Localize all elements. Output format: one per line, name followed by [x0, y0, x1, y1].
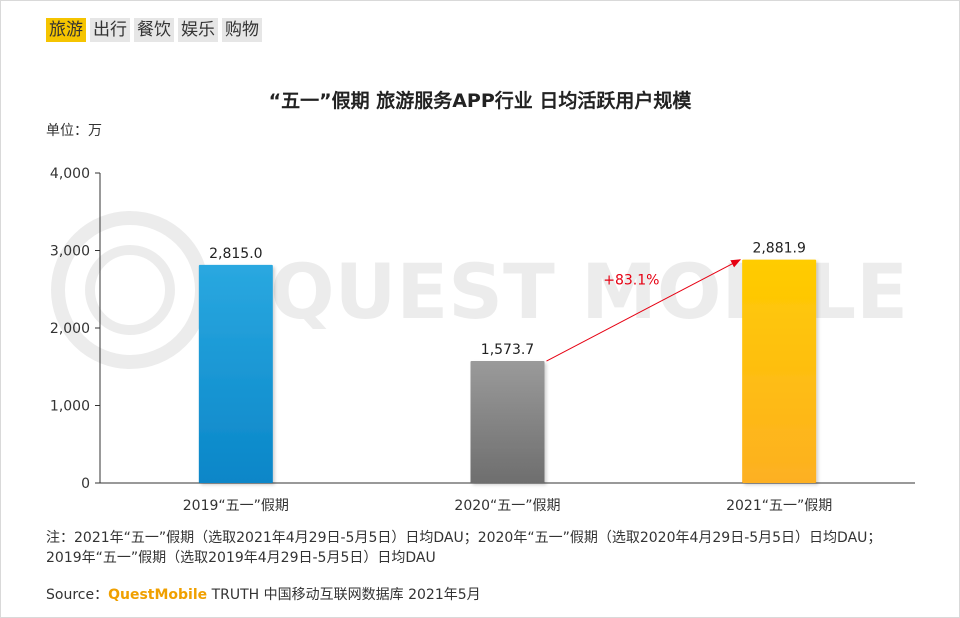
growth-label: +83.1% — [603, 272, 659, 288]
unit-label: 单位：万 — [46, 123, 102, 139]
source-rest: TRUTH 中国移动互联网数据库 2021年5月 — [207, 587, 481, 603]
y-tick-label: 2,000 — [50, 321, 90, 337]
x-category-label: 2020“五一”假期 — [454, 498, 560, 514]
bar — [470, 361, 545, 483]
bar-value-label: 1,573.7 — [481, 342, 534, 358]
bar — [198, 264, 273, 483]
category-tabs: 旅游 出行 餐饮 娱乐 购物 — [46, 18, 262, 42]
tab-travel[interactable]: 旅游 — [46, 18, 86, 42]
x-category-label: 2021“五一”假期 — [726, 498, 832, 514]
source-brand: QuestMobile — [108, 587, 208, 603]
bar-value-label: 2,815.0 — [209, 246, 262, 262]
y-tick-label: 3,000 — [50, 244, 90, 260]
tab-dining[interactable]: 餐饮 — [134, 18, 174, 42]
source-prefix: Source： — [46, 587, 109, 603]
growth-annotation: +83.1% — [546, 259, 742, 362]
y-tick-label: 1,000 — [50, 399, 90, 415]
bar-value-label: 2,881.9 — [752, 241, 805, 257]
bars: 2,815.0 2019“五一”假期 1,573.7 2020“五一”假期 2,881.… — [183, 241, 832, 514]
growth-arrow — [546, 259, 742, 362]
tab-shopping[interactable]: 购物 — [222, 18, 262, 42]
tab-entertainment[interactable]: 娱乐 — [178, 18, 218, 42]
source-line: Source：QuestMobile TRUTH 中国移动互联网数据库 2021… — [46, 584, 481, 604]
y-tick-label: 4,000 — [50, 166, 90, 182]
footnote: 注：2021年“五一”假期（选取2021年4月29日-5月5日）日均DAU；20… — [46, 530, 882, 566]
x-category-label: 2019“五一”假期 — [183, 498, 289, 514]
tab-transport[interactable]: 出行 — [90, 18, 130, 42]
bar — [742, 259, 817, 483]
chart-title: “五一”假期 旅游服务APP行业 日均活跃用户规模 — [268, 90, 692, 112]
y-tick-label: 0 — [81, 476, 90, 492]
